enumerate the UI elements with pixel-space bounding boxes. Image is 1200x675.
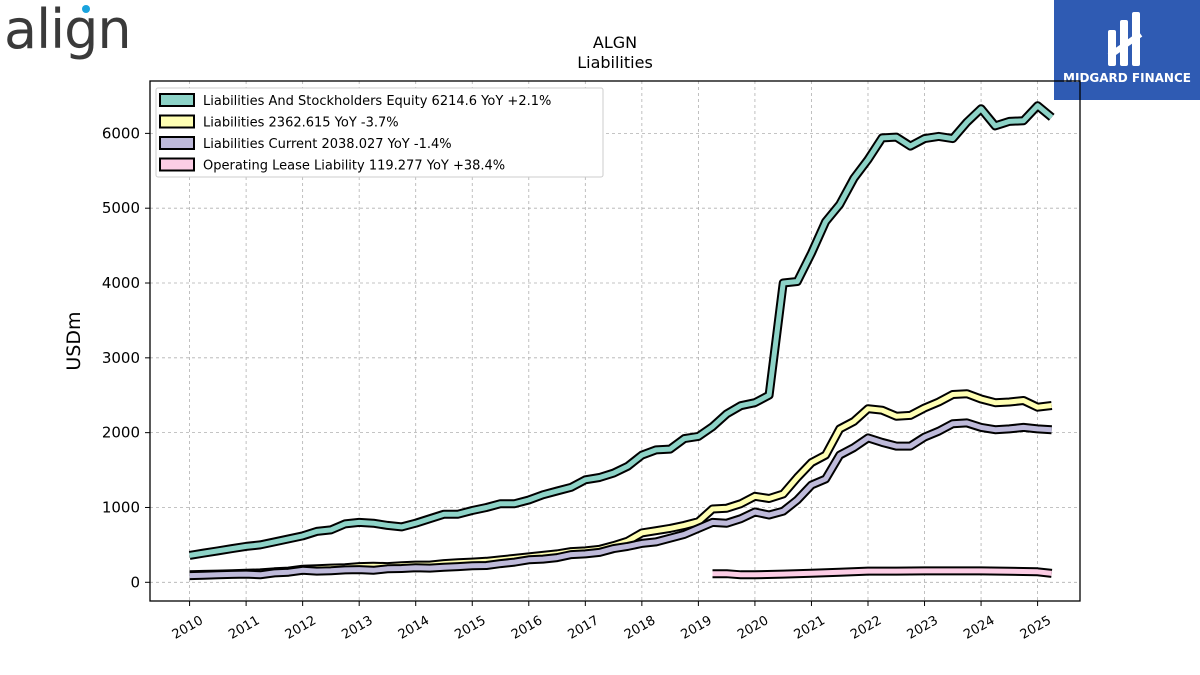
legend-swatch xyxy=(159,136,195,150)
x-tick-label: 2010 xyxy=(170,613,206,643)
legend-label: Liabilities Current 2038.027 YoY -1.4% xyxy=(203,137,452,152)
grid xyxy=(150,81,1080,601)
plot-frame xyxy=(149,80,1081,602)
series-liabilities-current xyxy=(189,418,1052,581)
x-tick-label: 2024 xyxy=(961,613,997,643)
series-line xyxy=(712,568,1052,578)
legend-label: Liabilities 2362.615 YoY -3.7% xyxy=(203,116,399,131)
x-tick-label: 2014 xyxy=(396,613,432,643)
x-tick-label: 2011 xyxy=(226,613,262,643)
y-tick-label: 3000 xyxy=(102,349,140,367)
y-axis-ticks: 0 1000 2000 3000 4000 5000 6000 xyxy=(102,124,150,591)
legend-item: Liabilities 2362.615 YoY -3.7% xyxy=(159,114,399,131)
x-tick-label: 2012 xyxy=(283,613,319,643)
series-lines xyxy=(188,101,1055,581)
series-outline xyxy=(189,418,1052,581)
chart-title: ALGN xyxy=(593,33,637,52)
x-tick-label: 2016 xyxy=(509,613,545,643)
x-tick-label: 2021 xyxy=(792,613,828,643)
align-logo-mark: align xyxy=(4,0,132,61)
x-tick-label: 2025 xyxy=(1018,613,1054,643)
x-tick-label: 2013 xyxy=(339,613,375,643)
legend-box xyxy=(155,87,604,178)
legend-item: Operating Lease Liability 119.277 YoY +3… xyxy=(159,157,505,174)
align-logo: align xyxy=(4,0,134,66)
x-tick-label: 2023 xyxy=(905,613,941,643)
x-axis-ticks: 2010 2011 2012 2013 2014 2015 2016 2017 2018 2019… xyxy=(170,601,1054,643)
y-tick-label: 1000 xyxy=(102,498,140,516)
y-tick-label: 4000 xyxy=(102,274,140,292)
midgard-finance-logo-mark: MIDGARD FINANCE xyxy=(1063,12,1191,85)
y-tick-label: 5000 xyxy=(102,199,140,217)
x-tick-label: 2017 xyxy=(565,613,601,643)
series-line xyxy=(189,103,1054,558)
legend-label: Liabilities And Stockholders Equity 6214… xyxy=(203,94,551,109)
series-operating-lease-liability xyxy=(712,566,1053,580)
midgard-finance-logo: MIDGARD FINANCE xyxy=(1054,0,1200,100)
legend-item: Liabilities And Stockholders Equity 6214… xyxy=(159,93,551,109)
y-tick-label: 0 xyxy=(130,573,140,591)
y-tick-label: 6000 xyxy=(102,124,140,142)
legend-swatch xyxy=(159,93,195,107)
align-logo-text: align xyxy=(4,0,131,61)
legend-swatch xyxy=(159,114,195,129)
legend: Liabilities And Stockholders Equity 6214… xyxy=(155,87,604,178)
series-line xyxy=(189,420,1052,579)
legend-swatch xyxy=(159,157,195,172)
x-tick-label: 2019 xyxy=(679,613,715,643)
y-tick-label: 2000 xyxy=(102,424,140,442)
x-tick-label: 2022 xyxy=(848,613,884,643)
x-tick-label: 2018 xyxy=(622,613,658,643)
chart-subtitle: Liabilities xyxy=(577,53,653,72)
x-tick-label: 2020 xyxy=(735,613,771,643)
midgard-emblem-icon xyxy=(1107,12,1143,66)
legend-item: Liabilities Current 2038.027 YoY -1.4% xyxy=(159,136,452,152)
x-tick-label: 2015 xyxy=(452,613,488,643)
midgard-logo-text: MIDGARD FINANCE xyxy=(1063,71,1191,85)
legend-label: Operating Lease Liability 119.277 YoY +3… xyxy=(203,159,505,174)
series-liabilities-and-stockholders-equity xyxy=(188,101,1055,560)
y-axis-label: USDm xyxy=(63,311,85,370)
align-logo-dot xyxy=(82,5,90,13)
